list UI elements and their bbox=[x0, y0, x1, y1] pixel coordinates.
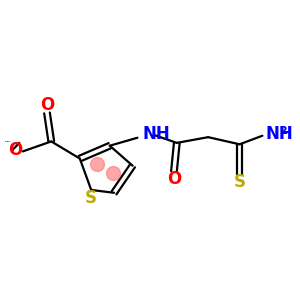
Text: NH: NH bbox=[265, 125, 293, 143]
Text: S: S bbox=[85, 189, 97, 207]
Text: methyl: methyl bbox=[7, 140, 12, 142]
Text: 2: 2 bbox=[279, 126, 287, 136]
Text: O: O bbox=[167, 170, 182, 188]
Text: S: S bbox=[234, 173, 246, 191]
Text: methyl: methyl bbox=[5, 141, 10, 142]
Text: O: O bbox=[8, 141, 22, 159]
Text: NH: NH bbox=[142, 125, 170, 143]
Text: O: O bbox=[40, 96, 55, 114]
